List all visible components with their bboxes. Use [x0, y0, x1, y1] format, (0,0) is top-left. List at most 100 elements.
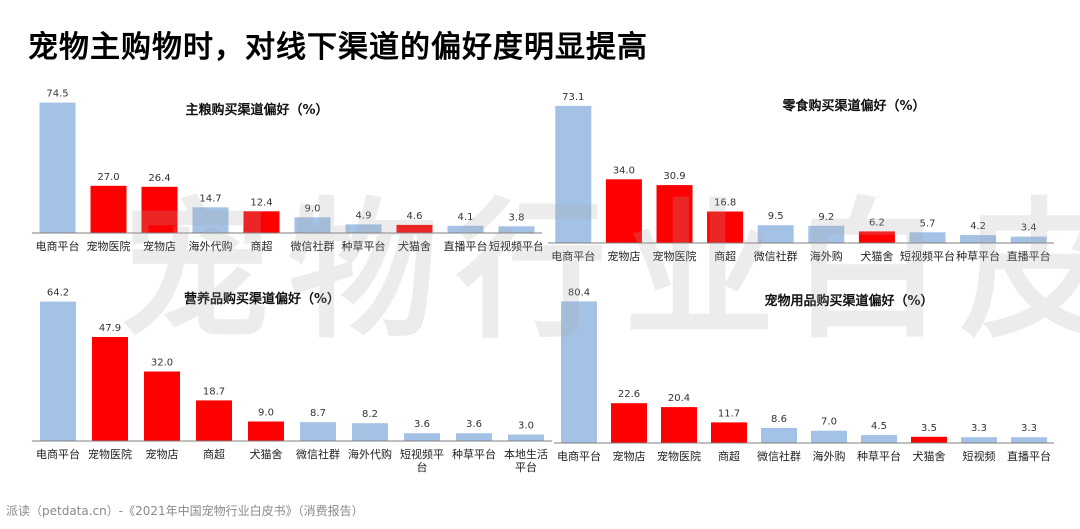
category-label: 短视频平台: [400, 447, 444, 474]
bar: [911, 436, 947, 443]
bar: [248, 421, 284, 441]
data-label: 12.4: [250, 197, 272, 208]
bar: [1010, 236, 1047, 243]
category-label: 种草平台: [857, 449, 901, 463]
category-label: 微信社群: [291, 239, 335, 253]
bar: [144, 371, 180, 441]
chart-title: 主粮购买渠道偏好（%）: [185, 102, 328, 118]
category-label: 短视频: [963, 449, 996, 463]
data-label: 9.5: [768, 211, 784, 222]
category-label: 宠物医院: [87, 239, 131, 253]
bar: [345, 224, 382, 233]
category-label: 犬猫舍: [250, 447, 283, 461]
data-label: 47.9: [99, 323, 121, 334]
footer-source: 派读（petdata.cn）-《2021年中国宠物行业白皮书》（消费报告）: [6, 504, 364, 518]
bar: [1011, 437, 1047, 443]
data-label: 4.9: [356, 210, 372, 221]
bar: [498, 226, 535, 233]
data-label: 4.2: [970, 221, 986, 232]
category-label: 宠物店: [146, 447, 179, 461]
category-label: 直播平台: [1007, 249, 1051, 263]
bar: [90, 185, 127, 234]
data-label: 27.0: [97, 172, 119, 183]
bar: [243, 211, 280, 233]
category-label: 犬猫舍: [913, 449, 946, 463]
category-label: 海外代购: [348, 447, 392, 461]
bar: [909, 232, 946, 243]
bar: [605, 179, 642, 244]
data-label: 3.3: [1021, 423, 1037, 434]
chart-snacks: 零食购买渠道偏好（%） 73.1 电商平台 34.0 宠物店 30.9 宠物医院 16.8 商超…: [544, 88, 1058, 270]
data-label: 6.2: [869, 217, 885, 228]
category-label: 商超: [718, 449, 740, 463]
data-label: 3.6: [414, 419, 430, 430]
data-label: 8.2: [362, 409, 378, 420]
bar: [39, 102, 76, 233]
data-label: 4.1: [458, 212, 474, 223]
chart-staple-food: 主粮购买渠道偏好（%） 74.5 电商平台 27.0 宠物医院 26.4 宠物店 14.7 海外…: [22, 88, 542, 270]
data-label: 73.1: [562, 92, 584, 103]
bar: [352, 423, 388, 441]
page-title: 宠物主购物时，对线下渠道的偏好度明显提高: [28, 30, 648, 65]
category-label: 宠物医院: [88, 447, 132, 461]
bar: [757, 225, 794, 243]
data-label: 18.7: [203, 386, 225, 397]
data-label: 80.4: [568, 287, 590, 298]
bar: [561, 301, 597, 443]
data-label: 3.6: [466, 419, 482, 430]
chart-staple-food-svg: 主粮购买渠道偏好（%） 74.5 电商平台 27.0 宠物医院 26.4 宠物店 14.7 海外…: [32, 89, 542, 253]
category-label: 犬猫舍: [860, 249, 893, 263]
bar: [141, 186, 178, 233]
category-label: 宠物店: [613, 449, 646, 463]
category-label: 商超: [203, 447, 225, 461]
data-label: 74.5: [46, 89, 68, 100]
category-label: 电商平台: [36, 447, 80, 461]
bar: [661, 407, 697, 443]
bar: [858, 231, 895, 243]
bar: [294, 217, 331, 234]
bar: [555, 105, 592, 244]
bar: [456, 433, 492, 441]
data-label: 30.9: [663, 171, 685, 182]
data-label: 26.4: [148, 173, 170, 184]
data-label: 22.6: [618, 389, 640, 400]
category-label: 海外购: [813, 449, 846, 463]
bar: [92, 337, 128, 441]
category-label: 微信社群: [757, 449, 801, 463]
bar: [508, 434, 544, 441]
chart-title: 宠物用品购买渠道偏好（%）: [764, 293, 933, 309]
category-label: 电商平台: [551, 249, 595, 263]
data-label: 4.6: [407, 211, 423, 222]
data-label: 5.7: [920, 218, 936, 229]
chart-nutrition: 营养品购买渠道偏好（%） 64.2 电商平台 47.9 宠物医院 32.0 宠物店 18.7 商…: [22, 283, 552, 483]
data-label: 16.8: [714, 198, 736, 209]
data-label: 7.0: [821, 417, 837, 428]
data-label: 64.2: [47, 288, 69, 299]
data-label: 9.0: [305, 203, 321, 214]
data-label: 11.7: [718, 408, 740, 419]
category-label: 直播平台: [1007, 449, 1051, 463]
category-label: 微信社群: [296, 447, 340, 461]
chart-supplies: 宠物用品购买渠道偏好（%） 80.4 电商平台 22.6 宠物店 20.4 宠物医院 11.7…: [544, 283, 1058, 483]
category-label: 本地生活平台: [504, 447, 548, 474]
chart-title: 营养品购买渠道偏好（%）: [184, 291, 340, 307]
category-label: 种草平台: [342, 239, 386, 253]
bar: [192, 207, 229, 233]
category-label: 商超: [714, 249, 736, 263]
bar: [761, 427, 797, 443]
bar: [196, 400, 232, 441]
category-label: 种草平台: [956, 249, 1000, 263]
category-label: 海外代购: [189, 239, 233, 253]
bar: [808, 225, 845, 244]
data-label: 4.5: [871, 421, 887, 432]
chart-title: 零食购买渠道偏好（%）: [781, 98, 925, 114]
data-label: 34.0: [613, 165, 635, 176]
category-label: 直播平台: [444, 239, 488, 253]
data-label: 3.5: [921, 423, 937, 434]
category-label: 宠物店: [143, 239, 176, 253]
category-label: 犬猫舍: [398, 239, 431, 253]
bar: [396, 224, 433, 233]
category-label: 短视频平台: [900, 249, 955, 263]
category-label: 电商平台: [557, 449, 601, 463]
data-label: 9.2: [818, 212, 834, 223]
